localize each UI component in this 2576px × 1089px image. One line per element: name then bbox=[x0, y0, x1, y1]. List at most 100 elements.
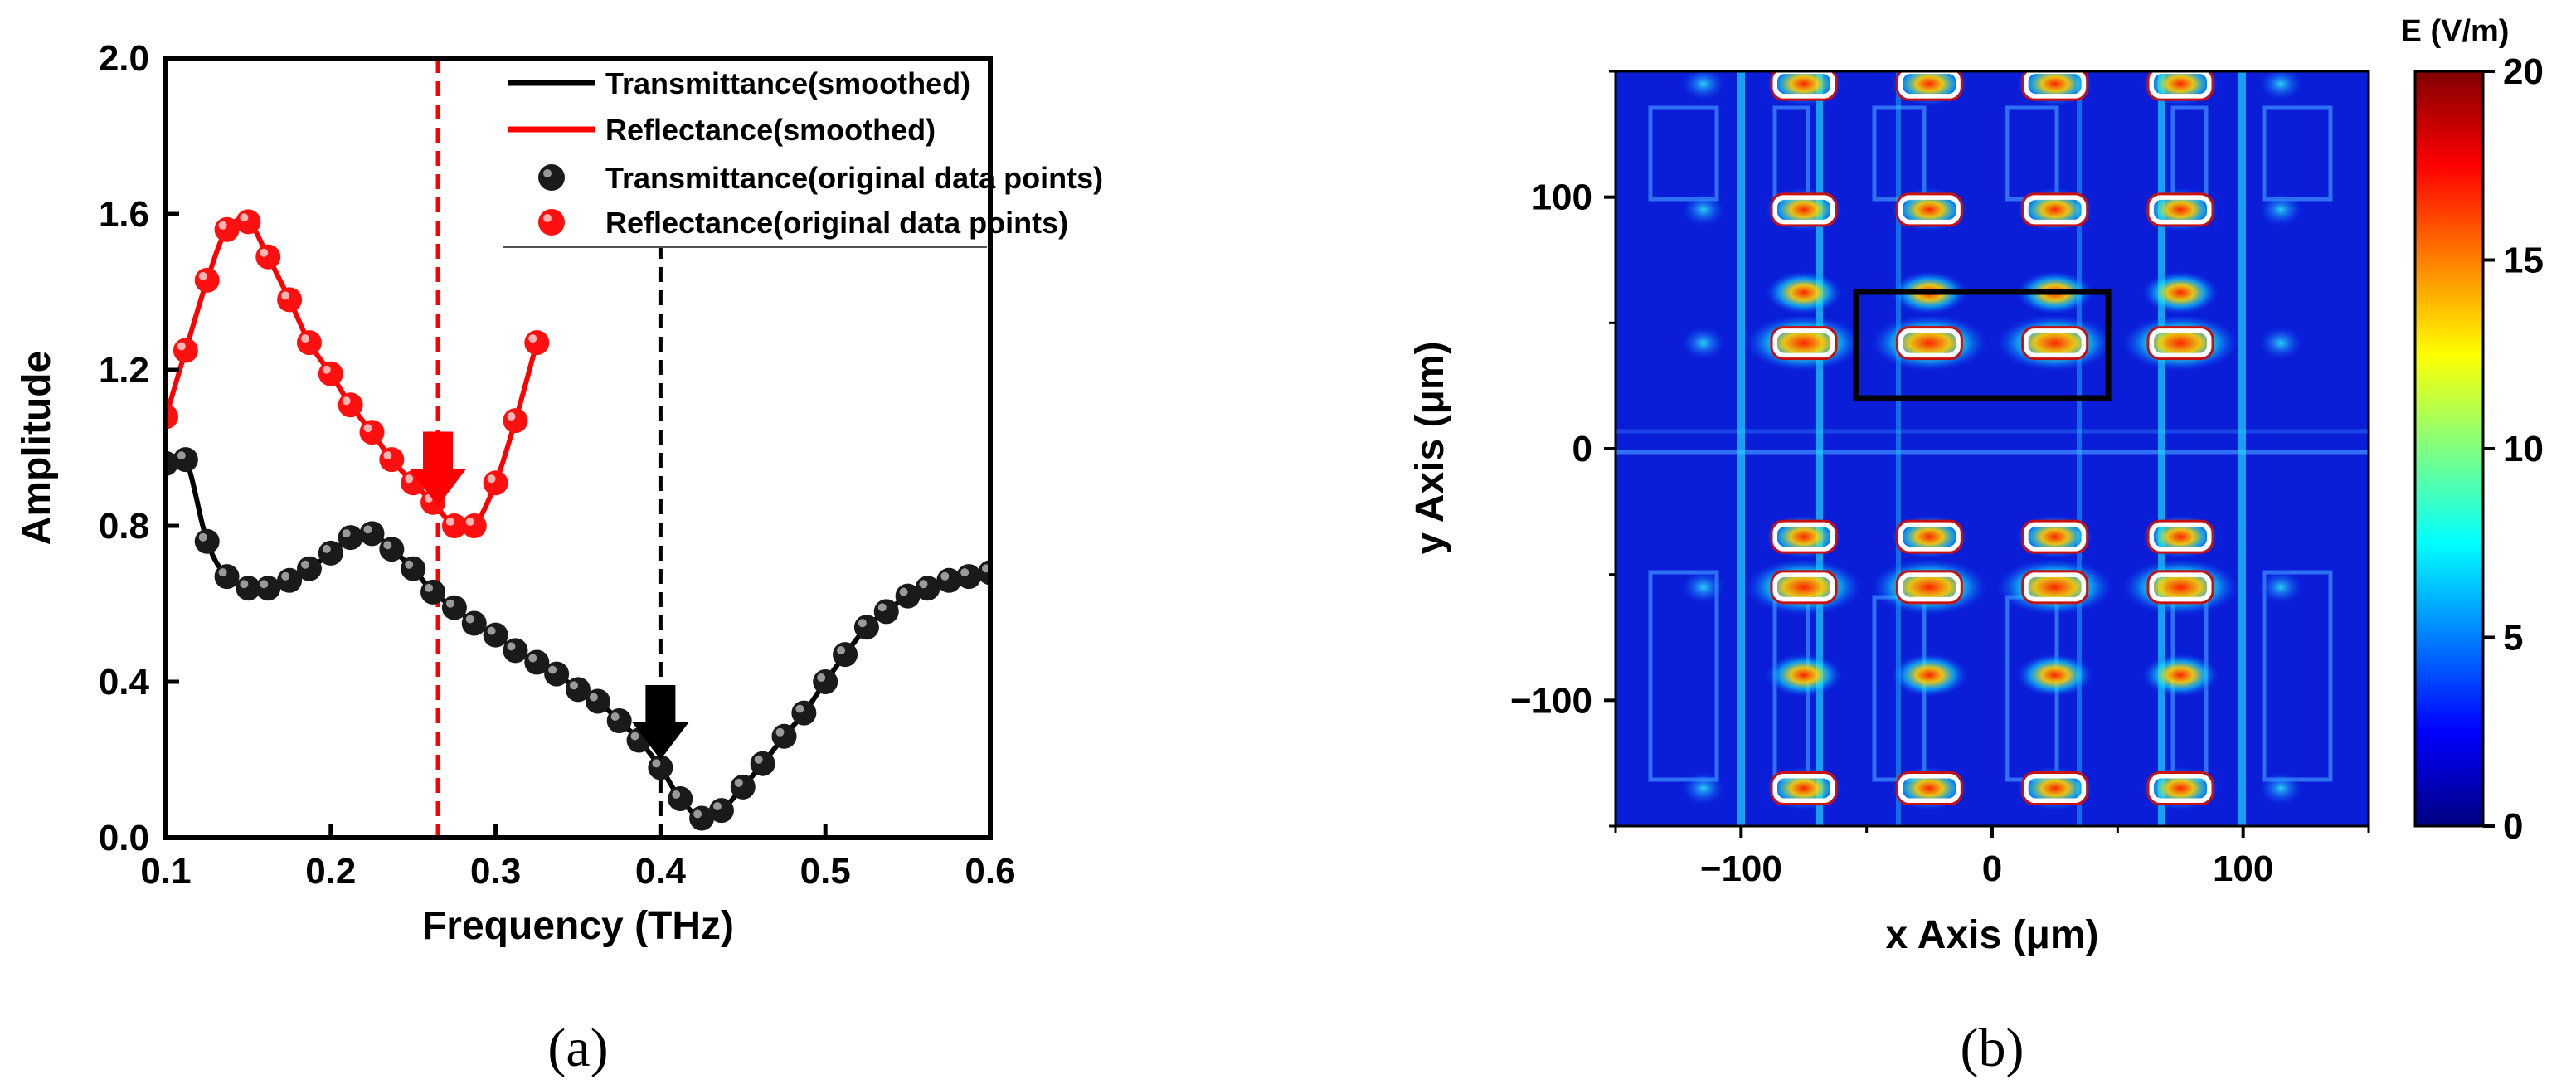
data-point-shine bbox=[342, 396, 351, 406]
data-point-reflectance bbox=[338, 392, 363, 418]
data-point-transmittance bbox=[813, 669, 838, 694]
resonator-ring-edge bbox=[2021, 192, 2089, 227]
data-point-reflectance bbox=[214, 216, 240, 242]
data-point-transmittance bbox=[483, 622, 508, 648]
field-hotspot bbox=[1871, 314, 1988, 372]
data-point-shine bbox=[383, 451, 392, 460]
data-point-shine bbox=[260, 248, 269, 257]
legend-marker-reflectance-shine bbox=[543, 214, 552, 222]
chart-a-ytick-label: 0.4 bbox=[99, 662, 150, 703]
data-point-shine bbox=[589, 693, 598, 702]
chart-a-xtick-label: 0.5 bbox=[800, 851, 851, 892]
data-point-reflectance bbox=[483, 470, 508, 496]
data-point-transmittance bbox=[173, 447, 198, 473]
data-point-transmittance bbox=[833, 642, 858, 668]
data-point-reflectance bbox=[503, 408, 528, 434]
resonator-ring bbox=[2023, 571, 2087, 602]
data-point-shine bbox=[177, 342, 186, 351]
resonator-ring-edge bbox=[2146, 771, 2214, 805]
resonator-ring-edge bbox=[1895, 71, 1963, 101]
data-point-shine bbox=[672, 790, 681, 799]
resonator-ring-edge bbox=[2021, 519, 2089, 554]
data-point-reflectance bbox=[461, 513, 487, 538]
chart-b-xtick-label: −100 bbox=[1700, 848, 1782, 889]
data-point-shine bbox=[465, 518, 474, 526]
resonator-ring-edge bbox=[2146, 326, 2214, 361]
data-point-shine bbox=[177, 451, 186, 460]
panel-a-label: (a) bbox=[547, 1018, 608, 1078]
resonator-ring bbox=[1898, 194, 1961, 225]
data-point-shine bbox=[322, 365, 331, 374]
data-point-transmittance bbox=[853, 615, 879, 640]
chart-a-ytick-label: 1.2 bbox=[99, 350, 149, 391]
data-point-reflectance bbox=[236, 209, 261, 235]
chart-a-xlabel: Frequency (THz) bbox=[422, 904, 734, 948]
resonator-ring bbox=[1772, 194, 1835, 225]
field-hotspot-edge bbox=[2259, 771, 2303, 805]
chart-b-ticks: −100 0 100 100 0 −100 bbox=[1510, 70, 2370, 889]
chart-a-ytick-label: 0.0 bbox=[99, 818, 149, 858]
data-point-shine bbox=[425, 583, 434, 592]
data-point-shine bbox=[300, 560, 309, 569]
data-point-shine bbox=[240, 213, 249, 222]
resonator-ring bbox=[2023, 194, 2087, 225]
chart-a-xtick-label: 0.6 bbox=[965, 851, 1015, 892]
colorbar-tick-label: 10 bbox=[2503, 429, 2544, 469]
data-point-shine bbox=[445, 518, 454, 526]
resonator-ring-edge bbox=[2146, 519, 2214, 554]
data-point-shine bbox=[693, 809, 702, 819]
chart-a-ticks: 0.1 0.2 0.3 0.4 0.5 0.6 0.0 0.4 0.8 1.2 1.6 2.0 bbox=[99, 38, 1016, 892]
field-hotspot-edge bbox=[1681, 570, 1725, 604]
data-point-shine bbox=[383, 541, 392, 550]
field-hotspot-edge bbox=[2259, 71, 2303, 101]
data-point-shine bbox=[795, 704, 804, 713]
resonator-ring bbox=[1772, 522, 1835, 552]
field-hotspot bbox=[2142, 654, 2219, 697]
field-hotspot bbox=[1871, 558, 1988, 615]
resonator-ring bbox=[2149, 328, 2212, 358]
data-point-transmittance bbox=[318, 540, 343, 566]
resonator-ring-edge bbox=[1770, 519, 1838, 554]
data-point-transmittance bbox=[873, 599, 899, 625]
data-point-transmittance bbox=[544, 661, 570, 687]
data-point-shine bbox=[858, 619, 867, 628]
resonator-ring bbox=[2023, 522, 2087, 552]
data-point-shine bbox=[487, 474, 496, 484]
chart-a-ytick-label: 0.8 bbox=[99, 506, 149, 547]
data-point-shine bbox=[507, 642, 516, 651]
panel-b-label: (b) bbox=[1961, 1018, 2024, 1078]
colorbar-tick-label: 5 bbox=[2503, 618, 2523, 659]
field-hotspot-edge bbox=[2259, 570, 2303, 604]
data-point-reflectance bbox=[277, 287, 303, 313]
field-hotspot bbox=[1996, 314, 2113, 372]
chart-a-xtick-label: 0.4 bbox=[635, 851, 687, 892]
data-point-shine bbox=[198, 532, 207, 542]
data-point-shine bbox=[260, 580, 269, 589]
data-point-transmittance bbox=[379, 537, 405, 562]
resonator-ring-edge bbox=[2021, 326, 2089, 361]
field-hotspot-edge bbox=[2259, 192, 2303, 226]
data-point-shine bbox=[940, 571, 950, 581]
resonator-ring bbox=[1898, 773, 1961, 804]
resonator-ring-edge bbox=[2146, 570, 2214, 605]
data-point-transmittance bbox=[730, 774, 756, 800]
data-point-transmittance bbox=[791, 700, 817, 726]
chart-b-ytick-label: 100 bbox=[1532, 177, 1592, 218]
legend-label-reflectance-smoothed: Reflectance(smoothed) bbox=[605, 113, 936, 147]
field-hotspot bbox=[2122, 314, 2238, 372]
data-point-shine bbox=[899, 587, 908, 596]
resonator-ring-edge bbox=[2146, 192, 2214, 227]
data-point-transmittance bbox=[420, 579, 446, 605]
data-point-transmittance bbox=[708, 798, 734, 824]
data-point-shine bbox=[405, 560, 414, 569]
field-hotspot bbox=[2016, 654, 2093, 697]
data-point-shine bbox=[322, 544, 331, 553]
chart-a-xtick-label: 0.2 bbox=[305, 851, 356, 892]
resonator-ring bbox=[2149, 571, 2212, 602]
data-point-reflectance bbox=[166, 404, 178, 430]
data-point-shine bbox=[465, 615, 474, 624]
field-hotspot bbox=[2122, 558, 2238, 615]
heatmap-background bbox=[1616, 71, 2369, 826]
